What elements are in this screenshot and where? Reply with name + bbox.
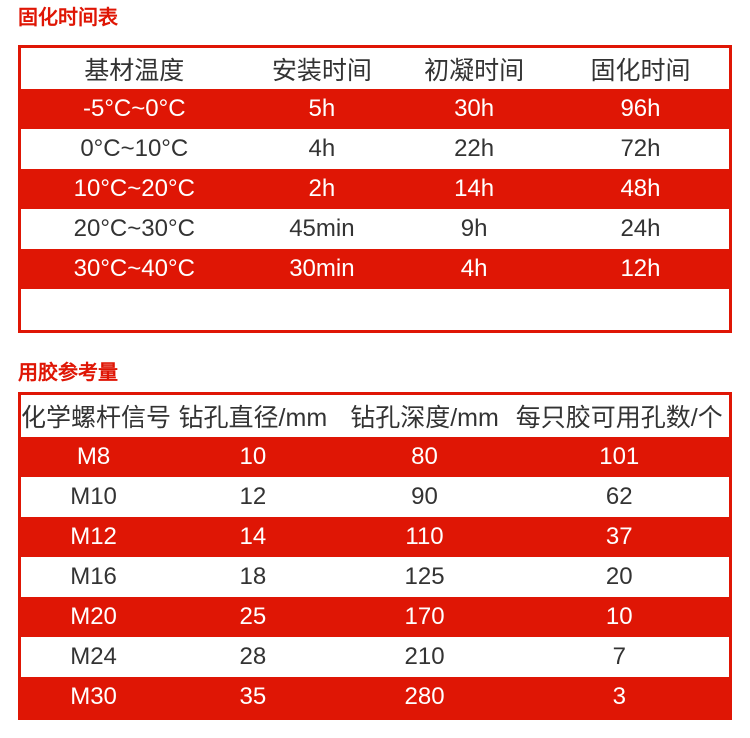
glue-header-drill-depth: 钻孔深度/mm <box>339 395 510 437</box>
table-cell: 210 <box>404 643 445 670</box>
table-cell: 28 <box>239 643 267 670</box>
table-cell: 0°C~10°C <box>80 135 189 162</box>
table-cell: 30°C~40°C <box>73 255 195 282</box>
curing-table: 基材温度 安装时间 初凝时间 固化时间 -5°C~0°C 5h 30h 96h 0°C~… <box>21 48 729 289</box>
table-cell: 22h <box>454 135 495 162</box>
glue-table-header: 化学螺杆信号 钻孔直径/mm 钻孔深度/mm 每只胶可用孔数/个 <box>21 395 729 437</box>
table-cell: 20 <box>605 563 633 590</box>
glue-table-frame: 化学螺杆信号 钻孔直径/mm 钻孔深度/mm 每只胶可用孔数/个 M8 10 80 1… <box>18 392 732 720</box>
table-row: M10 12 90 62 <box>21 477 729 517</box>
curing-table-frame: 基材温度 安装时间 初凝时间 固化时间 -5°C~0°C 5h 30h 96h 0°C~… <box>18 45 732 333</box>
table-cell: 7 <box>612 643 626 670</box>
curing-header-row: 基材温度 安装时间 初凝时间 固化时间 <box>21 48 729 89</box>
glue-table-body: M8 10 80 101 M10 12 90 62 M12 14 110 37 M16 18 125 20 M2… <box>21 437 729 717</box>
page: 固化时间表 基材温度 安装时间 初凝时间 固化时间 -5°C~0°C 5h 30h 9… <box>18 6 732 720</box>
curing-header-install-time: 安装时间 <box>247 48 397 89</box>
curing-table-header: 基材温度 安装时间 初凝时间 固化时间 <box>21 48 729 89</box>
table-cell: 48h <box>620 175 661 202</box>
table-cell: 35 <box>239 683 267 710</box>
glue-table: 化学螺杆信号 钻孔直径/mm 钻孔深度/mm 每只胶可用孔数/个 M8 10 80 1… <box>21 395 729 717</box>
table-cell: 110 <box>405 523 444 550</box>
table-cell: M8 <box>76 443 111 470</box>
table-cell: -5°C~0°C <box>82 95 186 122</box>
table-row: 10°C~20°C 2h 14h 48h <box>21 169 729 209</box>
table-row: 30°C~40°C 30min 4h 12h <box>21 249 729 289</box>
table-cell: 4h <box>308 135 336 162</box>
curing-time-section: 固化时间表 基材温度 安装时间 初凝时间 固化时间 -5°C~0°C 5h 30h 9… <box>18 6 732 333</box>
table-cell: M30 <box>70 683 117 710</box>
table-cell: 10 <box>239 443 267 470</box>
table-cell: M20 <box>70 603 117 630</box>
table-cell: 101 <box>599 443 640 470</box>
table-cell: 2h <box>308 175 336 202</box>
curing-header-substrate-temp: 基材温度 <box>21 48 248 89</box>
table-row: 0°C~10°C 4h 22h 72h <box>21 129 729 169</box>
table-cell: 9h <box>460 215 488 242</box>
table-cell: 4h <box>460 255 488 282</box>
table-cell: 10 <box>605 603 633 630</box>
glue-header-anchor-size: 化学螺杆信号 <box>21 395 171 437</box>
table-cell: 170 <box>404 603 445 630</box>
curing-header-curing-time: 固化时间 <box>551 48 729 89</box>
table-cell: 280 <box>404 683 445 710</box>
table-row: M16 18 125 20 <box>21 557 729 597</box>
table-cell: 5h <box>308 95 336 122</box>
glue-header-row: 化学螺杆信号 钻孔直径/mm 钻孔深度/mm 每只胶可用孔数/个 <box>21 395 729 437</box>
table-row: M8 10 80 101 <box>21 437 729 477</box>
table-cell: 25 <box>239 603 267 630</box>
table-row: M12 14 110 37 <box>21 517 729 557</box>
table-cell: 80 <box>411 443 438 470</box>
table-cell: 14 <box>239 523 267 550</box>
curing-table-body: -5°C~0°C 5h 30h 96h 0°C~10°C 4h 22h 72h 10°C~20°… <box>21 89 729 289</box>
table-cell: 12 <box>239 483 267 510</box>
table-cell: 12h <box>620 255 661 282</box>
curing-header-initial-set-time: 初凝时间 <box>396 48 552 89</box>
table-cell: M12 <box>70 523 117 550</box>
table-cell: 30h <box>454 95 495 122</box>
table-cell: 30min <box>289 255 355 282</box>
table-cell: 3 <box>612 683 626 710</box>
table-cell: 24h <box>620 215 661 242</box>
table-cell: 14h <box>454 175 495 202</box>
table-cell: M24 <box>70 643 117 670</box>
table-cell: 18 <box>239 563 267 590</box>
table-cell: 45min <box>289 215 355 242</box>
table-cell: 10°C~20°C <box>73 175 195 202</box>
glue-table-title: 用胶参考量 <box>18 362 118 384</box>
table-cell: M16 <box>70 563 117 590</box>
table-cell: M10 <box>70 483 117 510</box>
table-cell: 90 <box>411 483 438 510</box>
glue-header-holes-per-tube: 每只胶可用孔数/个 <box>509 395 729 437</box>
table-row: M30 35 280 3 <box>21 677 729 717</box>
glue-reference-section: 用胶参考量 化学螺杆信号 钻孔直径/mm 钻孔深度/mm 每只胶可用孔数/个 M… <box>18 361 732 720</box>
table-cell: 125 <box>404 563 445 590</box>
glue-header-drill-diameter: 钻孔直径/mm <box>166 395 340 437</box>
table-cell: 37 <box>605 523 633 550</box>
table-cell: 20°C~30°C <box>73 215 195 242</box>
curing-table-empty-row <box>21 289 729 330</box>
table-row: M20 25 170 10 <box>21 597 729 637</box>
table-cell: 96h <box>620 95 661 122</box>
table-row: M24 28 210 7 <box>21 637 729 677</box>
table-cell: 62 <box>605 483 633 510</box>
curing-table-title: 固化时间表 <box>18 7 118 29</box>
table-cell: 72h <box>620 135 661 162</box>
table-row: 20°C~30°C 45min 9h 24h <box>21 209 729 249</box>
table-row: -5°C~0°C 5h 30h 96h <box>21 89 729 129</box>
